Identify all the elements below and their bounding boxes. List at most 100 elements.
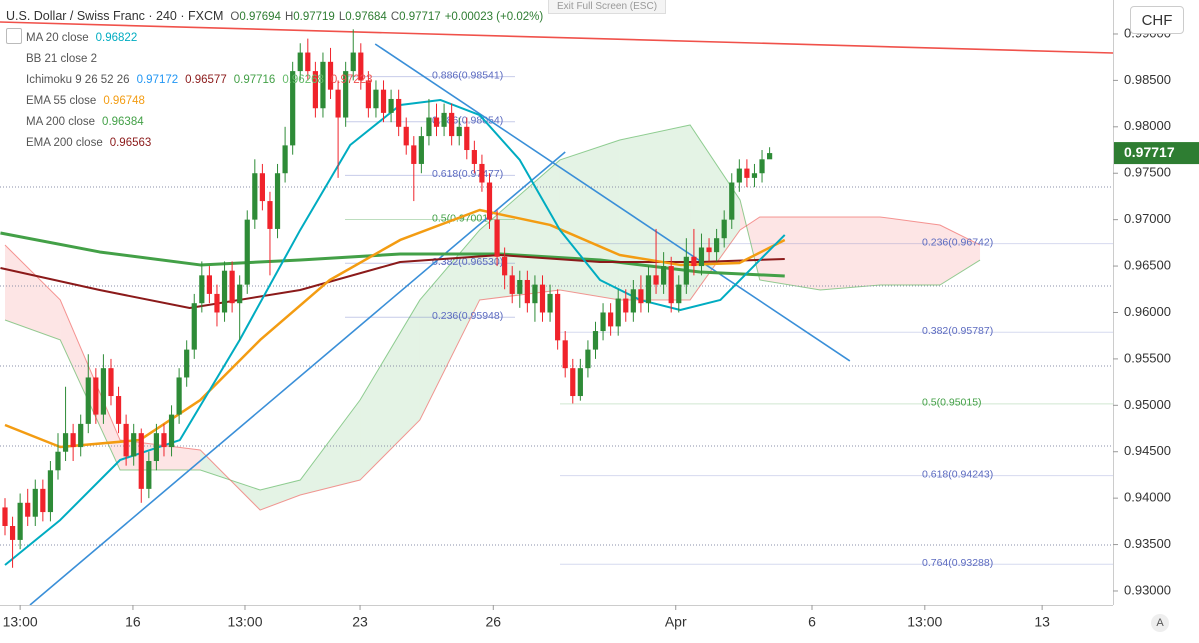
- candle-body: [115, 396, 122, 424]
- candle-body: [615, 298, 621, 327]
- legend-row: EMA 200 close 0.96563: [6, 133, 547, 154]
- indicator-value: 0.96268: [282, 74, 324, 86]
- auto-scale-button[interactable]: A: [1151, 614, 1169, 632]
- candle-body: [479, 163, 485, 183]
- candle-body: [676, 284, 682, 304]
- candle-body: [244, 219, 250, 285]
- y-tick-label: 0.97500: [1124, 165, 1171, 180]
- candle-body: [259, 173, 265, 202]
- candle-body: [221, 270, 228, 313]
- legend-row: MA 20 close 0.96822: [6, 28, 547, 49]
- candle-body: [638, 289, 644, 304]
- candle-body: [441, 112, 447, 127]
- candle-body: [131, 433, 137, 457]
- candle-body: [464, 126, 470, 151]
- candle-body: [2, 507, 8, 526]
- candle-body: [653, 275, 659, 285]
- candle-body: [759, 159, 765, 174]
- candle-body: [396, 98, 402, 127]
- indicator-name: EMA 200 close: [26, 137, 103, 149]
- ohlc-item: H0.97719: [285, 11, 335, 23]
- indicator-value: 0.96748: [103, 95, 145, 107]
- candle-body: [327, 61, 334, 90]
- candle-body: [47, 470, 54, 513]
- candle-body: [494, 219, 500, 257]
- y-tick-label: 0.96500: [1124, 258, 1171, 273]
- x-tick-label: 13:00: [227, 614, 262, 630]
- ohlc-item: L0.97684: [339, 11, 387, 23]
- span-a-line: [4, 124, 981, 491]
- candle-body: [426, 117, 432, 137]
- candle-body: [274, 173, 281, 229]
- x-tick-label: 13:00: [3, 614, 38, 630]
- candle-body: [229, 270, 235, 304]
- candle-body: [55, 451, 61, 471]
- cloud-segment: [619, 124, 691, 300]
- fib-label: 0.5(0.95015): [922, 397, 982, 409]
- fib-label: 0.618(0.97477): [432, 168, 503, 180]
- candle-body: [93, 377, 99, 415]
- ohlc-key: L: [338, 11, 346, 23]
- fib-label: 0.764(0.93288): [922, 557, 993, 569]
- candle-body: [85, 377, 91, 424]
- ohlc-key: H: [284, 11, 294, 23]
- indicator-value: 0.96822: [95, 32, 138, 44]
- ohlc-value: 0.97694: [239, 11, 281, 23]
- candle-body: [206, 275, 212, 294]
- x-tick-label: 13: [1034, 614, 1050, 630]
- legend-row: Ichimoku 9 26 52 26 0.97172 0.96577 0.97716…: [6, 70, 547, 91]
- candle-body: [161, 433, 167, 448]
- legend: U.S. Dollar / Swiss Franc · 240 · FXCM O0…: [6, 6, 547, 154]
- price-axis-bg: [1113, 0, 1199, 643]
- trend-line: [29, 151, 566, 606]
- candle-body: [592, 331, 599, 350]
- indicator-value: 0.96577: [185, 74, 227, 86]
- candle-body: [449, 112, 455, 137]
- candle-body: [108, 368, 114, 397]
- indicator-value: 0.96384: [102, 116, 144, 128]
- fib-label: 0.236(0.96742): [922, 236, 993, 248]
- candle-body: [456, 126, 462, 137]
- candle-body: [214, 293, 220, 313]
- exit-fullscreen[interactable]: Exit Full Screen (ESC): [548, 0, 667, 14]
- cloud-segment: [759, 216, 821, 291]
- candle-body: [751, 173, 758, 178]
- candle-body: [388, 98, 394, 113]
- x-tick-label: 23: [352, 614, 368, 630]
- cloud-segment: [939, 225, 981, 286]
- candle-body: [471, 150, 477, 164]
- candle-body: [335, 89, 341, 118]
- candle-body: [199, 275, 205, 304]
- candle-body: [146, 461, 152, 489]
- x-tick-label: Apr: [665, 614, 687, 630]
- candle-body: [403, 126, 409, 146]
- candle-body: [691, 256, 697, 267]
- candle-body: [683, 256, 689, 285]
- cloud-segment: [360, 299, 420, 481]
- candle-body: [40, 488, 46, 513]
- ohlc-value: 0.97684: [345, 11, 387, 23]
- candle-body: [373, 89, 379, 109]
- candle-body: [365, 80, 371, 109]
- candle-body: [418, 136, 424, 164]
- trend-line: [374, 43, 851, 362]
- candle-body: [282, 145, 288, 174]
- indicator-name: MA 20 close: [26, 32, 89, 44]
- trend-line: [0, 21, 1114, 54]
- levels: [0, 186, 1113, 546]
- candle-body: [176, 377, 182, 415]
- candle-body: [32, 488, 38, 517]
- y-tick-label: 0.95500: [1124, 350, 1171, 365]
- candle-body: [562, 340, 568, 369]
- collapse-button[interactable]: [6, 28, 22, 44]
- fib-label: 0.886(0.98541): [432, 69, 503, 81]
- indicator-name: Ichimoku 9 26 52 26: [26, 74, 130, 86]
- symbol-title: U.S. Dollar / Swiss Franc · 240 · FXCM: [6, 9, 224, 23]
- candle-body: [320, 61, 326, 109]
- candle-body: [509, 275, 515, 294]
- candle-body: [100, 368, 107, 415]
- trendlines: [0, 21, 1114, 606]
- y-tick-label: 0.94000: [1124, 490, 1171, 505]
- legend-row: BB 21 close 2: [6, 49, 547, 70]
